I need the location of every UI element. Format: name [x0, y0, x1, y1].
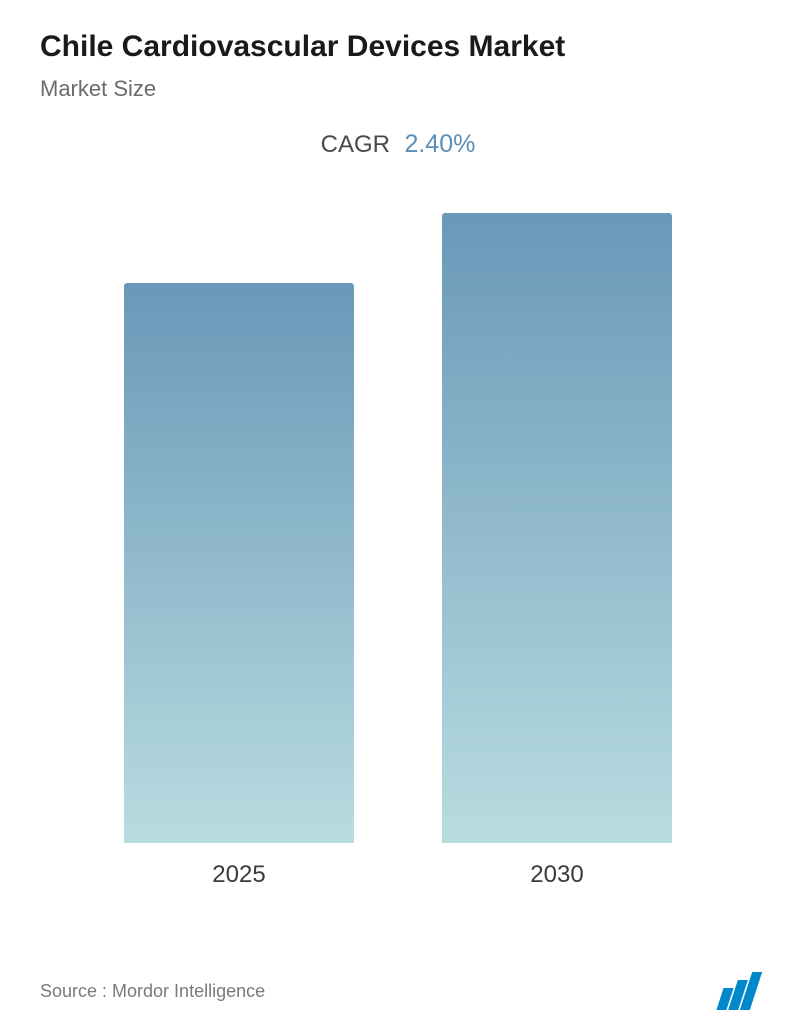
bar-1: [442, 213, 672, 843]
footer: Source : Mordor Intelligence: [40, 972, 756, 1010]
logo-icon: [720, 972, 756, 1010]
chart-subtitle: Market Size: [40, 76, 756, 102]
bar-0: [124, 283, 354, 843]
chart-title: Chile Cardiovascular Devices Market: [40, 30, 756, 64]
bar-label-0: 2025: [212, 861, 265, 889]
cagr-label: CAGR: [321, 131, 390, 158]
bar-label-1: 2030: [530, 861, 583, 889]
cagr-value: 2.40%: [404, 130, 475, 158]
chart-area: 2025 2030: [40, 209, 756, 889]
cagr-row: CAGR 2.40%: [40, 130, 756, 159]
bar-group-1: 2030: [442, 213, 672, 889]
source-text: Source : Mordor Intelligence: [40, 981, 265, 1002]
bar-group-0: 2025: [124, 283, 354, 889]
